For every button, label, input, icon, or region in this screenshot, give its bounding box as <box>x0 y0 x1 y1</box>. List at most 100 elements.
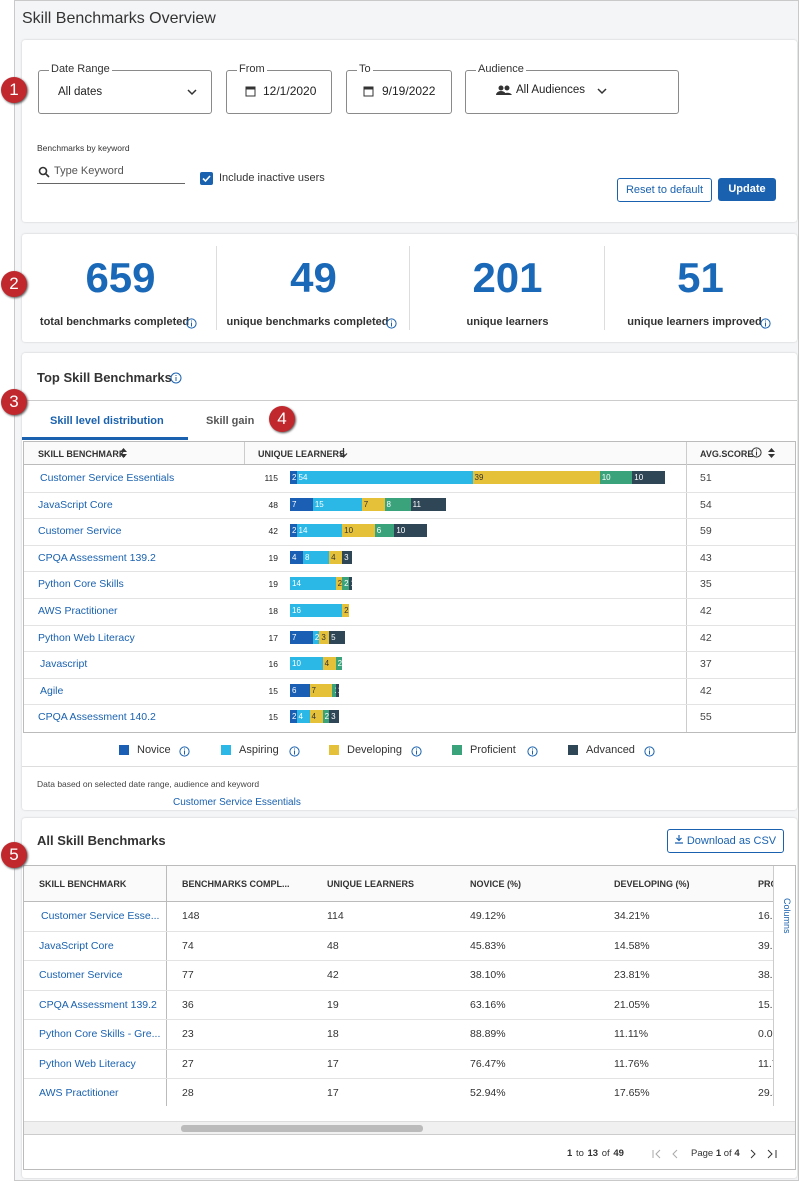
info-icon[interactable] <box>411 744 422 757</box>
info-icon[interactable] <box>644 744 655 757</box>
sort-icon[interactable] <box>768 448 775 458</box>
benchmark-link[interactable]: JavaScript Core <box>38 498 113 511</box>
scrollbar[interactable] <box>24 1121 795 1135</box>
avg-score: 42 <box>700 684 712 697</box>
info-icon[interactable] <box>289 744 300 757</box>
to-date[interactable]: To 9/19/2022 <box>346 63 452 114</box>
reset-button[interactable]: Reset to default <box>617 178 712 202</box>
column-header[interactable]: UNIQUE LEARNERS <box>327 879 415 889</box>
from-date[interactable]: From 12/1/2020 <box>226 63 332 114</box>
segment-label: 54 <box>298 473 308 482</box>
segment-label: 7 <box>292 632 297 642</box>
stat-label: total benchmarks completed <box>39 316 190 328</box>
column-header[interactable]: PRO <box>758 879 773 889</box>
tooltip: Customer Service Essentials <box>160 795 314 810</box>
row-divider <box>24 598 795 599</box>
audience-select[interactable]: Audience All Audiences <box>465 63 679 114</box>
info-icon[interactable] <box>751 447 762 458</box>
column-header[interactable]: AVG.SCORE <box>700 449 754 459</box>
segment-label: 2 <box>337 579 343 589</box>
text: Page <box>691 1148 714 1159</box>
side-panel[interactable]: Columns <box>773 866 795 1106</box>
tab[interactable]: Skill gain <box>206 415 255 427</box>
placeholder: Type Keyword <box>54 165 124 177</box>
sort-icon[interactable] <box>120 448 127 458</box>
benchmark-link[interactable]: Customer Service Essentials <box>40 472 175 484</box>
bar-segment: 2 <box>335 657 343 671</box>
column-header[interactable]: SKILL BENCHMARK <box>38 449 126 459</box>
bar-segment: 4 <box>290 550 304 564</box>
row-divider <box>24 544 795 546</box>
grid-cell: 14.58% <box>614 939 650 952</box>
column-header[interactable]: UNIQUE LEARNERS <box>258 449 346 459</box>
row-divider <box>24 1078 773 1079</box>
info-icon[interactable] <box>179 744 190 757</box>
grid-cell: 23.81% <box>614 969 650 981</box>
field-value: 9/19/2022 <box>382 84 436 98</box>
avg-score: 54 <box>700 498 712 511</box>
benchmark-link[interactable]: Python Core Skills - Gre... <box>39 1028 161 1040</box>
benchmark-link[interactable]: Agile <box>40 684 64 697</box>
benchmark-link[interactable]: AWS Practitioner <box>38 605 118 617</box>
info-icon[interactable] <box>170 372 182 384</box>
benchmark-link[interactable]: Customer Service <box>39 969 123 981</box>
info-icon[interactable] <box>760 316 771 329</box>
section-title: Top Skill Benchmarks <box>37 370 172 385</box>
benchmark-link[interactable]: CPQA Assessment 139.2 <box>38 551 156 564</box>
update-button[interactable]: Update <box>718 178 776 201</box>
benchmark-link[interactable]: CPQA Assessment 140.2 <box>38 711 156 724</box>
col-sep <box>244 442 245 464</box>
learner-count: 48 <box>268 499 278 510</box>
checkbox[interactable] <box>200 172 213 185</box>
bar-segment: 14 <box>290 577 336 591</box>
table <box>23 441 796 733</box>
benchmark-link[interactable]: Python Core Skills <box>38 578 124 591</box>
segment-label: 7 <box>311 685 316 695</box>
benchmark-link[interactable]: Python Web Literacy <box>39 1057 136 1070</box>
info-icon[interactable] <box>186 316 197 329</box>
grid-header <box>24 866 795 902</box>
grid-cell: 76.47% <box>470 1057 506 1070</box>
info-icon[interactable] <box>527 744 538 757</box>
segment-label: 1 <box>338 684 339 697</box>
bar-segment: 2 <box>290 710 297 724</box>
column-header[interactable]: BENCHMARKS COMPL... <box>182 879 290 889</box>
pager-arrows[interactable] <box>652 1149 782 1159</box>
column-header[interactable]: NOVICE (%) <box>470 879 522 889</box>
grid-cell: 74 <box>182 939 194 952</box>
bar-segment: 3 <box>319 630 330 644</box>
segment-label: 4 <box>331 552 336 562</box>
date-range-select[interactable]: Date Range All dates <box>38 63 212 114</box>
checkbox-label: Include inactive users <box>219 172 325 184</box>
learner-count: 15 <box>268 712 278 723</box>
segment-label: 10 <box>601 473 611 482</box>
segment-label: 11 <box>412 499 421 509</box>
bar-segment: 16 <box>290 604 343 617</box>
benchmark-link[interactable]: Python Web Literacy <box>38 631 135 644</box>
benchmark-link[interactable]: Customer Service Esse... <box>41 910 160 922</box>
column-header[interactable]: DEVELOPING (%) <box>614 879 690 889</box>
field-label: Date Range <box>49 63 112 75</box>
legend-label: Advanced <box>586 744 635 756</box>
tab-active[interactable]: Skill level distribution <box>50 415 164 427</box>
grid-cell: 36 <box>182 998 194 1011</box>
benchmark-link[interactable]: Customer Service <box>38 525 122 538</box>
benchmark-link[interactable]: Javascript <box>40 658 88 671</box>
column-header[interactable]: SKILL BENCHMARK <box>39 879 127 889</box>
grid-cell: 38.10% <box>470 969 506 981</box>
keyword-input[interactable]: Type Keyword <box>37 163 185 184</box>
bar-segment: 2 <box>342 577 349 591</box>
row-divider <box>24 491 795 493</box>
download-icon <box>674 835 683 844</box>
bar-segment: 7 <box>290 630 313 644</box>
benchmark-link[interactable]: CPQA Assessment 139.2 <box>39 998 157 1011</box>
info-icon[interactable] <box>386 316 397 329</box>
sort-desc-icon[interactable] <box>339 448 348 458</box>
learner-count: 18 <box>268 606 278 616</box>
row-divider <box>24 704 795 706</box>
benchmark-link[interactable]: AWS Practitioner <box>39 1087 119 1099</box>
download-button[interactable]: Download as CSV <box>667 829 784 853</box>
benchmark-link[interactable]: JavaScript Core <box>39 939 114 952</box>
chevron-icon <box>187 89 197 96</box>
